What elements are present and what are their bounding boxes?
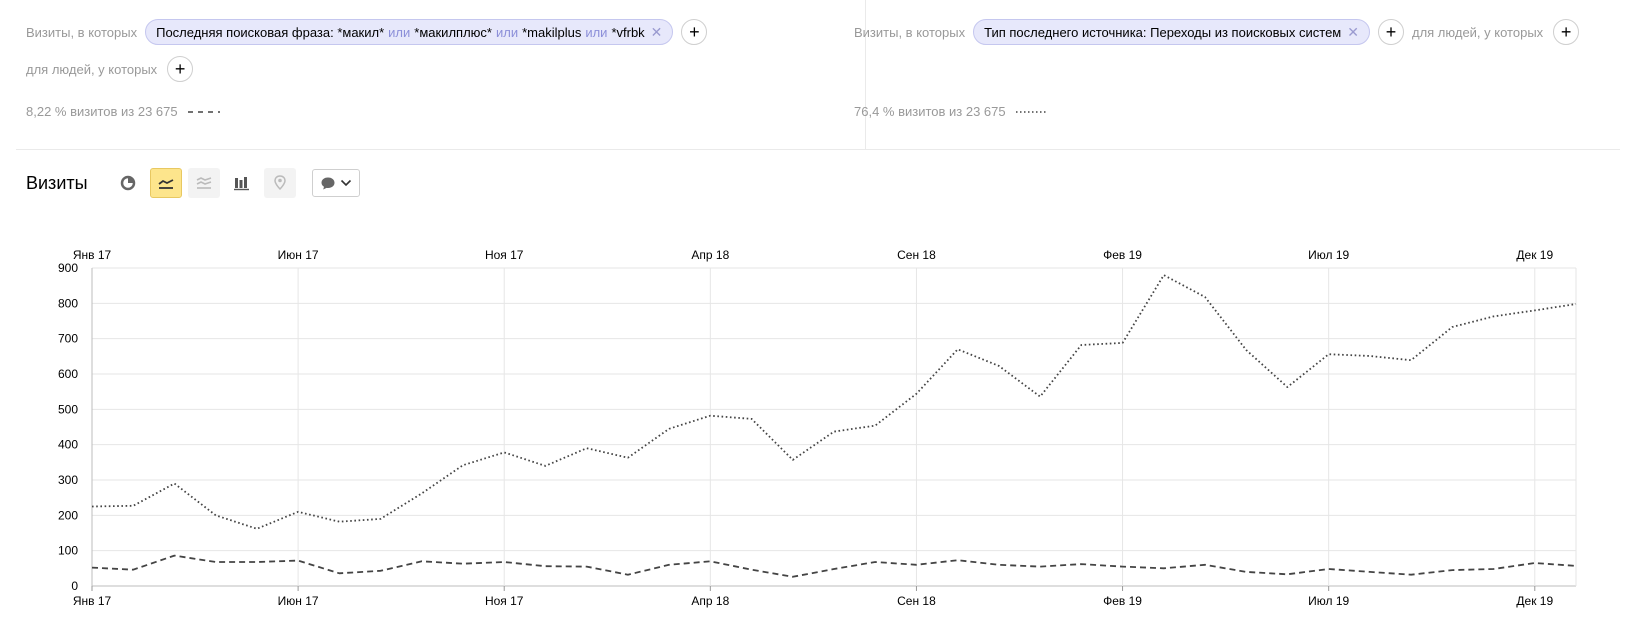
y-tick-label: 500 bbox=[58, 402, 78, 416]
x-tick-label-bottom: Апр 18 bbox=[691, 594, 729, 608]
add-people-condition-button[interactable]: + bbox=[1553, 19, 1580, 45]
people-condition-prefix: для людей, у которых bbox=[1411, 24, 1544, 40]
y-tick-label: 400 bbox=[58, 438, 78, 452]
x-tick-label-top: Июн 17 bbox=[278, 248, 319, 262]
segment-left-visits-row: Визиты, в которых Последняя поисковая фр… bbox=[26, 19, 708, 45]
pie-chart-button[interactable] bbox=[112, 168, 144, 198]
area-chart-button[interactable] bbox=[187, 168, 220, 198]
source-type-filter-chip[interactable]: Тип последнего источника: Переходы из по… bbox=[973, 19, 1370, 45]
y-tick-label: 900 bbox=[58, 261, 78, 275]
filter-term: *макилплюс* bbox=[414, 24, 492, 40]
line-chart-button[interactable] bbox=[149, 168, 182, 198]
chart-toolbar: Визиты bbox=[26, 168, 360, 198]
y-tick-label: 100 bbox=[58, 544, 78, 558]
remove-filter-icon[interactable]: ✕ bbox=[1347, 23, 1359, 40]
or-word: или bbox=[495, 24, 519, 40]
dotted-legend-line bbox=[1015, 110, 1048, 113]
x-tick-label-top: Дек 19 bbox=[1516, 248, 1553, 262]
add-people-condition-button[interactable]: + bbox=[167, 56, 194, 82]
remove-filter-icon[interactable]: ✕ bbox=[650, 23, 663, 40]
segment-right: Визиты, в которых Тип последнего источни… bbox=[854, 0, 1632, 150]
segment-left-stat-row: 8,22 % визитов из 23 675 bbox=[26, 104, 220, 119]
add-condition-button[interactable]: + bbox=[681, 19, 708, 45]
y-tick-label: 800 bbox=[58, 296, 78, 310]
speech-bubble-icon bbox=[321, 177, 335, 189]
filter-chip-label: Тип последнего источника: Переходы из по… bbox=[984, 24, 1342, 40]
grid-lines bbox=[91, 267, 1577, 587]
y-tick-label: 600 bbox=[58, 367, 78, 381]
series-lines bbox=[91, 274, 1577, 578]
or-word: или bbox=[585, 24, 608, 40]
segment-right-prefix: Визиты, в которых bbox=[854, 24, 966, 40]
filter-term: *макил* bbox=[337, 24, 385, 40]
bar-chart-icon bbox=[233, 177, 249, 191]
segment-left-prefix: Визиты, в которых bbox=[26, 24, 138, 40]
segment-left: Визиты, в которых Последняя поисковая фр… bbox=[16, 0, 866, 150]
x-tick-label-bottom: Фев 19 bbox=[1103, 594, 1142, 608]
y-tick-label: 200 bbox=[58, 508, 78, 522]
visits-chart: 0 100 200 300 400 500 600 700 800 900 Янв 17 Янв 17… bbox=[0, 226, 1632, 626]
add-condition-button[interactable]: + bbox=[1377, 19, 1404, 45]
x-tick-label-top: Ноя 17 bbox=[485, 248, 524, 262]
x-tick-label-bottom: Ноя 17 bbox=[485, 594, 524, 608]
line-chart-icon bbox=[158, 179, 173, 189]
filter-term: *makilplus bbox=[522, 24, 582, 40]
x-tick-label-bottom: Июн 17 bbox=[278, 594, 319, 608]
segment-right-stat: 76,4 % визитов из 23 675 bbox=[854, 104, 1006, 119]
x-tick-label-top: Июл 19 bbox=[1308, 248, 1349, 262]
dashed-legend-line bbox=[187, 110, 220, 113]
chevron-down-icon bbox=[340, 179, 351, 187]
segment-left-people-row: для людей, у которых + bbox=[26, 56, 194, 82]
series-line-dashed[interactable] bbox=[91, 554, 1577, 578]
segment-left-stat: 8,22 % визитов из 23 675 bbox=[26, 104, 178, 119]
map-pin-icon bbox=[273, 175, 286, 191]
series-line-dotted[interactable] bbox=[91, 274, 1577, 530]
segments-divider bbox=[16, 149, 1620, 150]
filter-chip-label: Последняя поисковая фраза: bbox=[156, 24, 334, 40]
y-tick-label: 0 bbox=[71, 579, 78, 593]
people-condition-prefix: для людей, у которых bbox=[26, 61, 158, 77]
area-chart-icon bbox=[196, 177, 211, 189]
x-tick-label-bottom: Июл 19 bbox=[1308, 594, 1349, 608]
search-phrase-filter-chip[interactable]: Последняя поисковая фраза: *макил* или *… bbox=[145, 19, 674, 45]
y-tick-label: 700 bbox=[58, 332, 78, 346]
y-tick-label: 300 bbox=[58, 473, 78, 487]
map-chart-button[interactable] bbox=[263, 168, 296, 198]
bar-chart-button[interactable] bbox=[226, 168, 258, 198]
x-tick-label-bottom: Янв 17 bbox=[73, 594, 112, 608]
x-tick-label-top: Сен 18 bbox=[897, 248, 936, 262]
x-tick-label-top: Апр 18 bbox=[691, 248, 729, 262]
x-tick-label-bottom: Сен 18 bbox=[897, 594, 936, 608]
x-tick-label-top: Фев 19 bbox=[1103, 248, 1142, 262]
x-tick-label-top: Янв 17 bbox=[73, 248, 112, 262]
segment-right-stat-row: 76,4 % визитов из 23 675 bbox=[854, 104, 1048, 119]
filter-term: *vfrbk bbox=[611, 24, 645, 40]
x-tick-label-bottom: Дек 19 bbox=[1516, 594, 1553, 608]
segments-panel: Визиты, в которых Последняя поисковая фр… bbox=[0, 0, 1632, 150]
pie-chart-icon bbox=[120, 175, 135, 191]
comments-dropdown[interactable] bbox=[311, 169, 360, 197]
axes bbox=[91, 268, 1536, 591]
segment-right-visits-row: Визиты, в которых Тип последнего источни… bbox=[854, 19, 1580, 45]
or-word: или bbox=[388, 24, 411, 40]
chart-title: Визиты bbox=[26, 172, 88, 193]
